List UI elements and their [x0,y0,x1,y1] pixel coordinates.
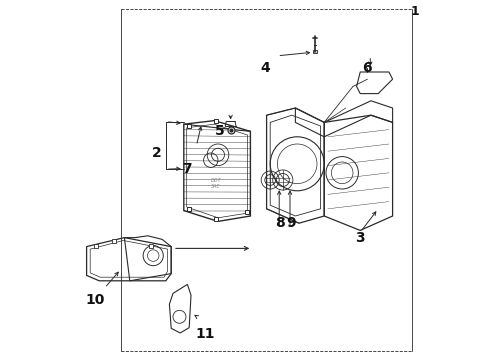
Text: DOT
SAE: DOT SAE [211,178,221,189]
Text: 4: 4 [260,62,270,75]
Text: 5: 5 [215,125,225,138]
Bar [314,50,317,53]
Text: 2: 2 [152,146,162,160]
Text: 9: 9 [286,216,296,230]
Text: 7: 7 [183,162,192,176]
Text: 1: 1 [411,5,419,18]
Text: 6: 6 [363,62,372,75]
Text: 10: 10 [86,293,105,306]
Text: 11: 11 [196,327,215,341]
Text: 3: 3 [355,231,365,244]
Text: 8: 8 [275,216,285,230]
